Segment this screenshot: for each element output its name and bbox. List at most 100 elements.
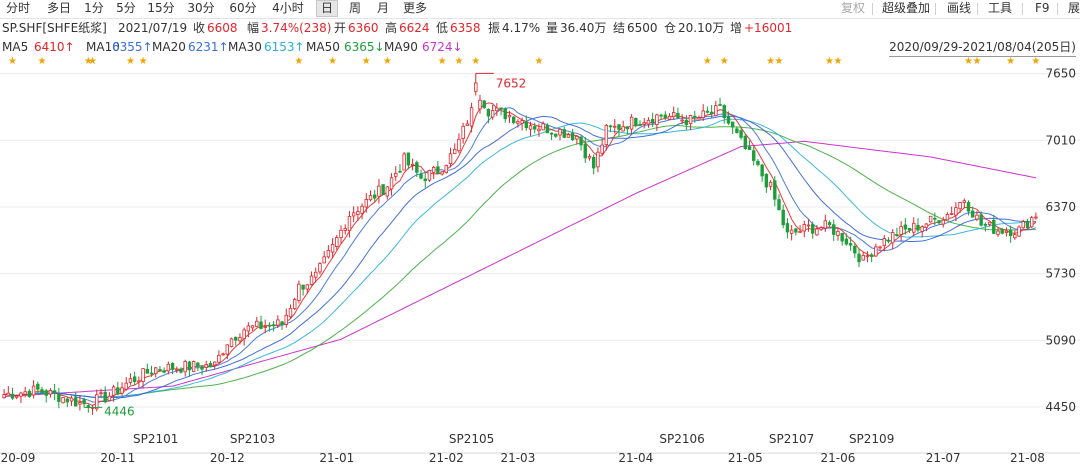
candle-body — [132, 376, 137, 382]
candle-body — [604, 125, 609, 146]
candle-body — [229, 338, 234, 347]
label: 低 — [436, 21, 449, 35]
ma50-line — [4, 124, 1036, 398]
candle-body — [865, 255, 870, 258]
event-star: ★ — [766, 56, 775, 67]
x-tick-label: 20-12 — [210, 451, 245, 465]
candle-body — [608, 125, 613, 128]
contract-label: SP2107 — [769, 432, 814, 446]
period-tab[interactable]: 分时 — [5, 1, 30, 15]
event-star: ★ — [471, 56, 480, 67]
candle-body — [490, 110, 495, 118]
candle-body — [524, 121, 529, 129]
candle-body — [596, 151, 600, 168]
x-tick-label: 21-06 — [821, 451, 856, 465]
candle-body — [469, 107, 474, 127]
candle-body — [276, 319, 280, 326]
candle-body — [250, 325, 255, 329]
candle-body — [457, 138, 461, 152]
ma-label: MA30 — [228, 40, 262, 54]
candle-body — [427, 170, 432, 181]
candle-body — [410, 163, 415, 166]
period-tab[interactable]: 4小时 — [272, 1, 304, 15]
candle-body — [655, 114, 659, 125]
candle-body — [1013, 234, 1017, 239]
period-tab[interactable]: 月 — [376, 1, 389, 15]
contract-label: SP2109 — [849, 432, 894, 446]
period-tab[interactable]: 30分 — [187, 1, 215, 15]
period-tab[interactable]: 日 — [316, 0, 338, 17]
candle-body — [415, 162, 419, 173]
candle-body — [996, 230, 1000, 235]
period-tab[interactable]: 5分 — [116, 1, 136, 15]
candle-body — [613, 125, 617, 128]
period-tab[interactable]: 15分 — [147, 1, 175, 15]
candle-body — [6, 392, 11, 396]
candle-body — [688, 115, 693, 124]
candle-body — [499, 107, 503, 110]
candle-body — [187, 361, 192, 371]
annotation-label: 4446 — [104, 404, 135, 418]
label: 结 — [613, 21, 626, 35]
candle-body — [507, 114, 512, 118]
contract-label: SP2103 — [230, 432, 275, 446]
candle-body — [78, 402, 82, 405]
candle-body — [554, 133, 558, 137]
toolbar-tool[interactable]: 展 — [1068, 1, 1080, 15]
candle-body — [255, 320, 259, 327]
toolbar-tool[interactable]: 画线 — [947, 1, 972, 15]
quote-symbol: SP.SHF[SHFE纸浆] — [2, 21, 107, 35]
candle-body — [760, 164, 764, 177]
period-tab[interactable]: 周 — [348, 1, 361, 15]
period-tab[interactable]: 1分 — [84, 1, 104, 15]
candle-body — [221, 353, 225, 356]
contract-label: SP2101 — [133, 432, 178, 446]
candle-body — [107, 395, 112, 401]
period-tab[interactable]: 更多 — [402, 1, 427, 15]
y-tick-label: 5090 — [1045, 333, 1076, 347]
ma30-line — [4, 118, 1036, 398]
candle-body — [823, 220, 828, 229]
contract-label: SP2106 — [659, 432, 704, 446]
candle-body — [347, 216, 352, 232]
candle-body — [116, 387, 120, 394]
toolbar-tool[interactable]: F9 — [1035, 1, 1050, 15]
ma5-line — [4, 102, 1037, 406]
candle-body — [1017, 226, 1021, 237]
ma-label: MA20 — [152, 40, 186, 54]
quote-date: 2021/07/19 — [118, 21, 188, 35]
candle-body — [722, 105, 726, 119]
toolbar-tool[interactable]: 工具 — [988, 1, 1013, 15]
candle-body — [739, 130, 743, 138]
toolbar-tool[interactable]: 复权 — [841, 1, 866, 15]
event-star: ★ — [964, 56, 973, 67]
candle-body — [562, 129, 566, 138]
candle-body — [398, 170, 402, 173]
label: 振 — [488, 21, 501, 35]
x-tick-label: 20-09 — [1, 451, 36, 465]
candle-body — [558, 128, 562, 136]
date-range[interactable]: 2020/09/29-2021/08/04(205日) — [889, 38, 1076, 57]
candle-body — [676, 112, 680, 119]
candle-body — [137, 380, 141, 383]
candle-body — [31, 385, 36, 396]
candle-body — [419, 173, 423, 179]
candle-body — [280, 321, 284, 325]
candle-body — [436, 166, 440, 174]
period-tab[interactable]: 多日 — [46, 1, 71, 15]
event-star: ★ — [294, 56, 303, 67]
candle-body — [486, 108, 491, 117]
candle-body — [684, 119, 689, 125]
ma-value: 6410↑ — [34, 40, 75, 54]
candle-body — [124, 382, 128, 390]
candle-body — [330, 244, 335, 253]
candle-body — [461, 125, 465, 139]
period-tab[interactable]: 60分 — [229, 1, 257, 15]
candle-body — [465, 123, 470, 126]
candle-body — [768, 181, 773, 187]
event-star: ★ — [88, 56, 97, 67]
toolbar-tool[interactable]: 超级叠加 — [882, 1, 931, 15]
candle-body — [659, 114, 663, 117]
candle-body — [440, 171, 444, 175]
